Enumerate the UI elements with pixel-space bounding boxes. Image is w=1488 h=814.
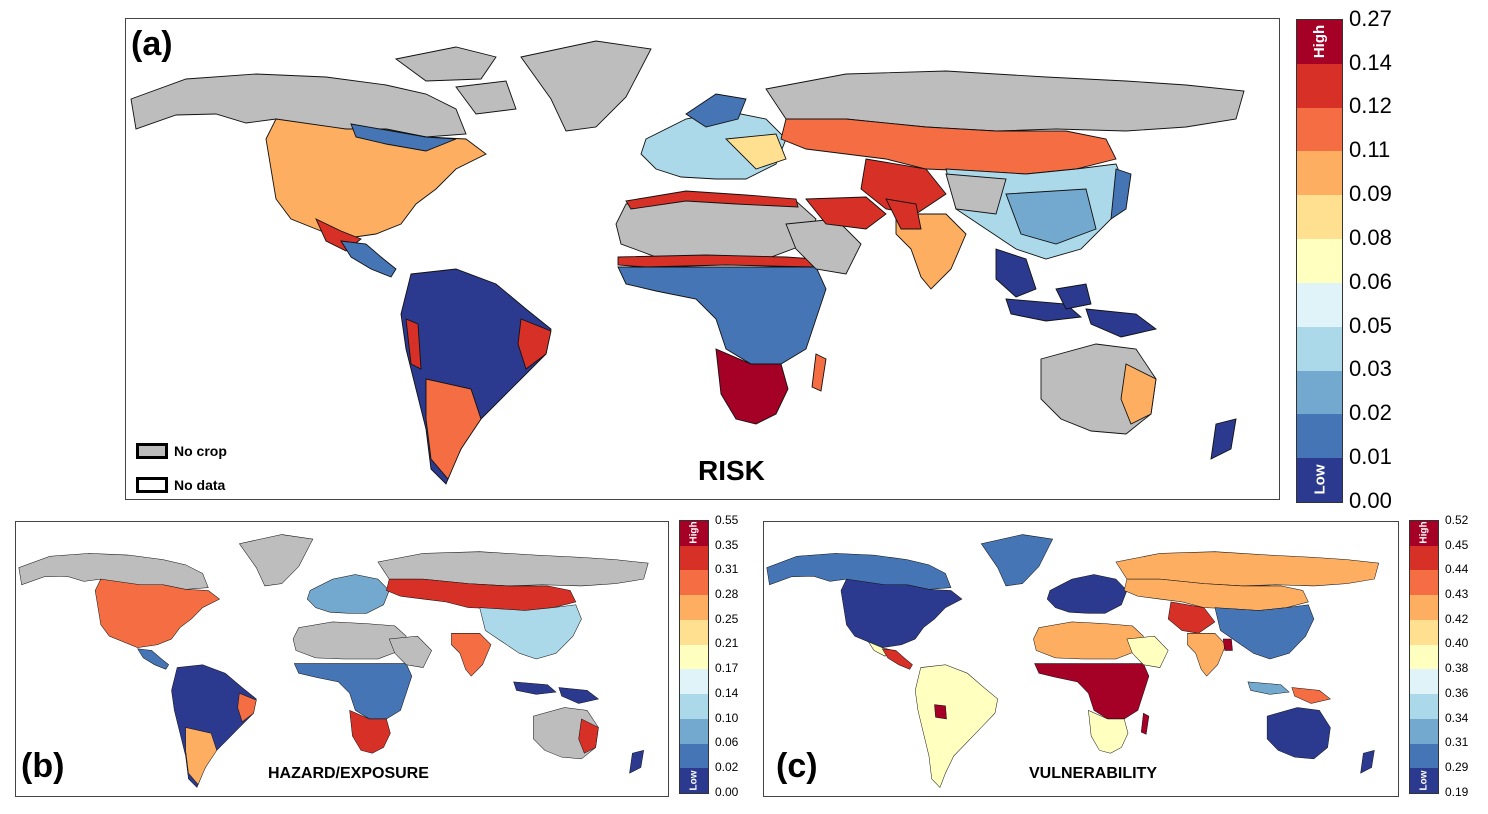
map-title-vulnerability: VULNERABILITY xyxy=(1029,765,1157,782)
panel-label-b: (b) xyxy=(21,747,65,785)
colorbar-segment xyxy=(1410,743,1438,769)
colorbar-high-label: High xyxy=(1418,521,1430,544)
panel-label-c: (c) xyxy=(776,747,818,785)
colorbar-tick-label: 0.55 xyxy=(715,512,739,527)
colorbar-segment xyxy=(1410,570,1438,596)
map-title-risk: RISK xyxy=(698,455,765,486)
colorbar-segment xyxy=(1297,151,1342,196)
risk-map xyxy=(126,19,1279,499)
colorbar-tick-label: 0.38 xyxy=(1445,661,1469,676)
colorbar-tick-label: 0.34 xyxy=(1445,710,1469,725)
no-crop-swatch xyxy=(136,443,168,459)
colorbar-segment xyxy=(1410,545,1438,571)
colorbar-segment xyxy=(680,743,708,769)
colorbar-segment xyxy=(1297,195,1342,240)
colorbar-segment xyxy=(680,521,708,546)
colorbar-tick-label: 0.11 xyxy=(1349,137,1391,163)
colorbar-tick-label: 0.02 xyxy=(715,760,739,775)
colorbar-tick-label: 0.45 xyxy=(1445,537,1469,552)
colorbar-segment xyxy=(1410,644,1438,670)
colorbar-segment xyxy=(1297,370,1342,415)
colorbar-segment xyxy=(1410,694,1438,719)
colorbar-tick-label: 0.06 xyxy=(715,735,739,750)
colorbar-segment xyxy=(1297,414,1342,459)
vulnerability-map-panel: (c) VULNERABILITY xyxy=(763,521,1399,797)
colorbar-segment xyxy=(680,694,708,719)
risk-map-panel: (a) RISK No crop No data xyxy=(125,18,1280,500)
hazard-map-panel: (b) HAZARD/EXPOSURE xyxy=(15,521,669,797)
colorbar-hazard: High Low xyxy=(679,520,709,794)
colorbar-tick-label: 0.00 xyxy=(715,784,739,799)
colorbar-tick-label: 0.36 xyxy=(1445,685,1469,700)
legend-no-data-label: No data xyxy=(174,477,226,493)
colorbar-vulnerability: High Low xyxy=(1409,520,1439,794)
hazard-map xyxy=(16,522,668,796)
colorbar-low-label: Low xyxy=(688,770,700,791)
colorbar-segment xyxy=(1410,669,1438,695)
colorbar-tick-label: 0.14 xyxy=(715,685,739,700)
colorbar-segment xyxy=(1410,595,1438,620)
colorbar-segment xyxy=(680,570,708,596)
colorbar-tick-label: 0.21 xyxy=(715,636,739,651)
colorbar-tick-label: 0.08 xyxy=(1349,224,1392,250)
colorbar-segment xyxy=(1297,239,1342,283)
colorbar-tick-label: 0.43 xyxy=(1445,586,1469,601)
colorbar-tick-label: 0.42 xyxy=(1445,611,1469,626)
colorbar-tick-label: 0.44 xyxy=(1445,562,1469,577)
colorbar-segment xyxy=(680,545,708,571)
colorbar-tick-label: 0.03 xyxy=(1349,356,1392,382)
colorbar-tick-label: 0.40 xyxy=(1445,636,1469,651)
colorbar-low-label: Low xyxy=(1418,770,1430,791)
colorbar-segment xyxy=(1297,458,1342,502)
colorbar-high-label: High xyxy=(1310,24,1328,59)
colorbar-risk: High Low xyxy=(1296,19,1343,503)
colorbar-tick-label: 0.02 xyxy=(1349,400,1392,426)
legend-no-crop: No crop xyxy=(136,443,227,459)
colorbar-segment xyxy=(680,669,708,695)
colorbar-tick-label: 0.25 xyxy=(715,611,739,626)
colorbar-tick-label: 0.19 xyxy=(1445,784,1469,799)
colorbar-tick-label: 0.00 xyxy=(1349,487,1392,513)
colorbar-tick-label: 0.09 xyxy=(1349,181,1392,207)
colorbar-segment xyxy=(1410,521,1438,546)
colorbar-tick-label: 0.06 xyxy=(1349,268,1392,294)
colorbar-segment xyxy=(680,644,708,670)
legend-no-data: No data xyxy=(136,477,225,493)
no-data-swatch xyxy=(136,477,168,493)
colorbar-tick-label: 0.31 xyxy=(715,562,739,577)
colorbar-high-label: High xyxy=(688,521,700,544)
colorbar-segment xyxy=(1297,107,1342,152)
colorbar-tick-label: 0.31 xyxy=(1445,735,1469,750)
colorbar-segment xyxy=(680,718,708,744)
colorbar-segment xyxy=(1410,718,1438,744)
colorbar-segment xyxy=(680,619,708,645)
colorbar-tick-label: 0.29 xyxy=(1445,760,1469,775)
colorbar-tick-label: 0.35 xyxy=(715,537,739,552)
colorbar-tick-label: 0.52 xyxy=(1445,512,1469,527)
colorbar-segment xyxy=(1297,63,1342,108)
colorbar-segment xyxy=(680,595,708,620)
colorbar-tick-label: 0.05 xyxy=(1349,312,1392,338)
vulnerability-map xyxy=(764,522,1398,796)
colorbar-low-label: Low xyxy=(1311,464,1328,495)
panel-label-a: (a) xyxy=(131,25,173,63)
legend-no-crop-label: No crop xyxy=(174,443,227,459)
colorbar-segment xyxy=(1297,326,1342,371)
colorbar-segment xyxy=(1410,619,1438,645)
colorbar-tick-label: 0.27 xyxy=(1349,5,1392,31)
colorbar-tick-label: 0.01 xyxy=(1349,443,1392,469)
colorbar-tick-label: 0.14 xyxy=(1349,49,1392,75)
colorbar-tick-label: 0.10 xyxy=(715,710,739,725)
colorbar-tick-label: 0.28 xyxy=(715,586,739,601)
colorbar-segment xyxy=(680,768,708,793)
colorbar-tick-label: 0.17 xyxy=(715,661,739,676)
india-crop xyxy=(895,213,967,290)
colorbar-segment xyxy=(1297,282,1342,327)
colorbar-segment xyxy=(1297,20,1342,64)
colorbar-segment xyxy=(1410,768,1438,793)
map-title-hazard: HAZARD/EXPOSURE xyxy=(268,765,429,782)
colorbar-tick-label: 0.12 xyxy=(1349,93,1392,119)
